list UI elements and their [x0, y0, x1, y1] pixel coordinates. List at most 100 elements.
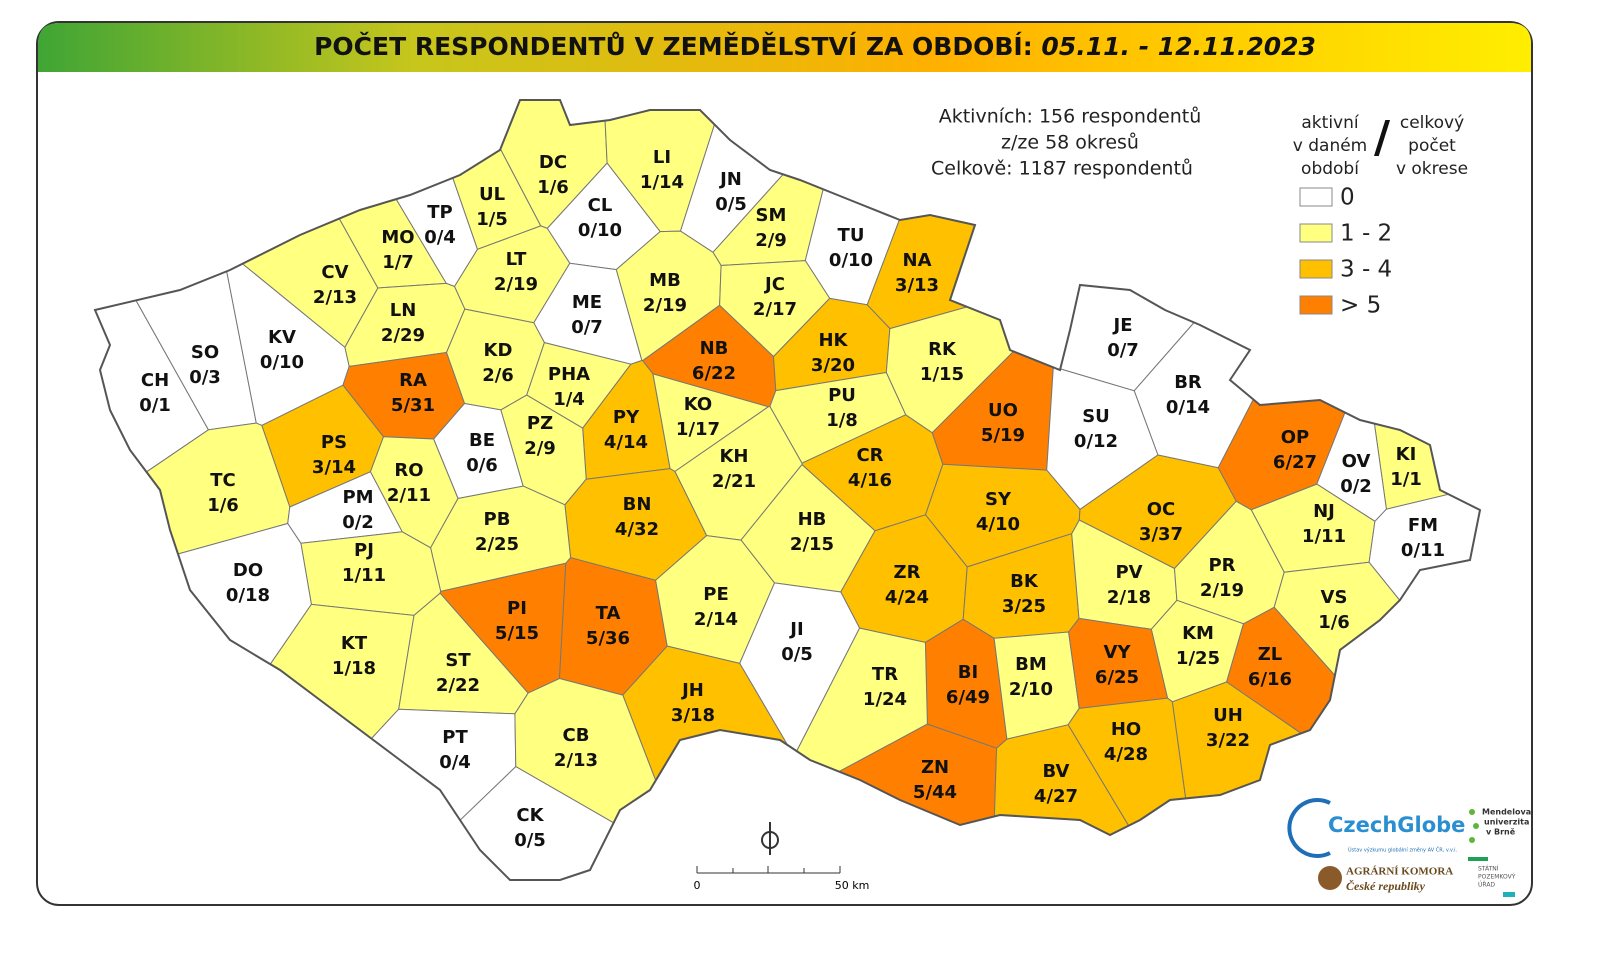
district-ratio: 1/5 [476, 209, 508, 230]
legend-active: v daném [1293, 136, 1367, 156]
district-ratio: 3/18 [671, 705, 715, 726]
district-code: DC [539, 152, 567, 173]
district-ratio: 0/4 [439, 752, 471, 773]
district-code: RA [399, 370, 427, 391]
district-code: JC [763, 274, 785, 295]
district-code: PM [342, 487, 373, 508]
mendelu-dot [1469, 837, 1475, 843]
district-code: HO [1111, 719, 1141, 740]
mendelu-logo: univerzita [1484, 818, 1529, 827]
district-ratio: 1/1 [1390, 469, 1422, 490]
district-code: BM [1015, 654, 1047, 675]
czechglobe-logo: CzechGlobe [1328, 813, 1465, 837]
district-ratio: 2/29 [381, 325, 425, 346]
district-code: TR [872, 664, 898, 685]
district-ratio: 4/28 [1104, 744, 1148, 765]
district-ratio: 0/10 [829, 250, 873, 271]
legend-swatch [1299, 223, 1333, 243]
district-code: PR [1208, 555, 1235, 576]
district-code: BI [958, 662, 978, 683]
district-code: KO [684, 394, 712, 415]
district-ratio: 1/14 [640, 172, 684, 193]
district-code: JI [788, 619, 803, 640]
district-ratio: 6/22 [692, 363, 736, 384]
district-code: CR [856, 445, 883, 466]
district-ratio: 0/7 [571, 317, 603, 338]
district-code: CV [321, 262, 348, 283]
header: POČET RESPONDENTŮ V ZEMĚDĚLSTVÍ ZA OBDOB… [314, 31, 1316, 61]
district-code: PJ [354, 540, 374, 561]
district-ratio: 2/19 [1200, 580, 1244, 601]
district-code: VY [1104, 642, 1132, 663]
agrarni-logo: AGRÁRNÍ KOMORA [1346, 866, 1453, 878]
district-ratio: 0/4 [424, 227, 456, 248]
district-ratio: 2/15 [790, 534, 834, 555]
district-ratio: 0/3 [189, 367, 221, 388]
district-ratio: 2/19 [643, 295, 687, 316]
district-code: VS [1321, 587, 1348, 608]
district-ratio: 3/20 [811, 355, 855, 376]
district-code: JE [1112, 315, 1133, 336]
district-code: LT [506, 249, 527, 270]
district-code: OC [1147, 499, 1176, 520]
spu-logo: POZEMKOVÝ [1478, 874, 1516, 881]
district-ratio: 2/13 [554, 750, 598, 771]
district-code: PS [321, 432, 347, 453]
district-code: PHA [548, 364, 590, 385]
district-areas [93, 99, 1482, 881]
district-ratio: 2/18 [1107, 587, 1151, 608]
district-ratio: 3/37 [1139, 524, 1183, 545]
district-code: TP [427, 202, 452, 223]
legend-active: období [1301, 159, 1360, 179]
mendelu-dot [1473, 823, 1479, 829]
district-ratio: 0/12 [1074, 431, 1118, 452]
district-ratio: 3/14 [312, 457, 356, 478]
legend-label: 3 - 4 [1340, 257, 1392, 283]
legend-label: 1 - 2 [1340, 221, 1392, 247]
district-code: ZR [894, 562, 921, 583]
agrarni-logo: České republiky [1346, 878, 1426, 893]
district-ratio: 1/24 [863, 689, 907, 710]
district-ratio: 1/11 [1302, 526, 1346, 547]
district-code: LI [653, 147, 671, 168]
district-ratio: 0/6 [466, 455, 498, 476]
district-code: CK [516, 805, 544, 826]
district-code: NJ [1313, 501, 1335, 522]
district-ratio: 1/6 [1318, 612, 1350, 633]
district-ratio: 5/31 [391, 395, 435, 416]
district-ratio: 4/27 [1034, 786, 1078, 807]
district-code: BN [623, 494, 652, 515]
north-arrow-circle [761, 831, 779, 849]
district-ratio: 2/19 [494, 274, 538, 295]
district-ratio: 1/25 [1176, 648, 1220, 669]
district-ratio: 0/5 [781, 644, 813, 665]
district-code: KI [1396, 444, 1417, 465]
district-code: MB [649, 270, 681, 291]
district-ratio: 1/7 [382, 252, 414, 273]
district-ratio: 6/49 [946, 687, 990, 708]
district-ratio: 0/10 [578, 220, 622, 241]
czechglobe-mark [1287, 798, 1331, 858]
legend-label: 0 [1340, 185, 1355, 211]
district-code: KM [1182, 623, 1214, 644]
district-code: UL [479, 184, 505, 205]
district-code: SY [985, 489, 1012, 510]
district-ratio: 1/4 [553, 389, 585, 410]
district-ratio: 6/25 [1095, 667, 1139, 688]
district-code: KH [719, 446, 748, 467]
district-code: BK [1010, 571, 1039, 592]
district-ratio: 0/1 [139, 395, 171, 416]
mendelu-logo: v Brně [1486, 827, 1516, 837]
district-code: JN [718, 169, 742, 190]
summary-line: z/ze 58 okresů [1001, 132, 1139, 154]
district-ratio: 4/10 [976, 514, 1020, 535]
district-ratio: 0/2 [1340, 476, 1372, 497]
district-code: PZ [527, 413, 553, 434]
district-ratio: 5/36 [586, 628, 630, 649]
district-ratio: 1/17 [676, 419, 720, 440]
district-code: CH [141, 370, 169, 391]
district-code: OP [1281, 427, 1310, 448]
district-code: UO [988, 400, 1018, 421]
district-ratio: 0/11 [1401, 540, 1445, 561]
